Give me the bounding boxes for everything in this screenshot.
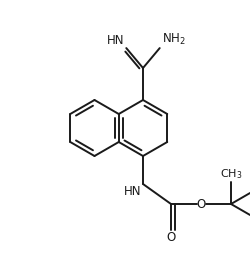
Text: NH$_2$: NH$_2$	[162, 32, 186, 47]
Text: CH$_3$: CH$_3$	[220, 167, 242, 181]
Text: HN: HN	[107, 34, 124, 47]
Text: O: O	[166, 231, 175, 244]
Text: O: O	[196, 198, 205, 211]
Text: HN: HN	[124, 185, 141, 198]
